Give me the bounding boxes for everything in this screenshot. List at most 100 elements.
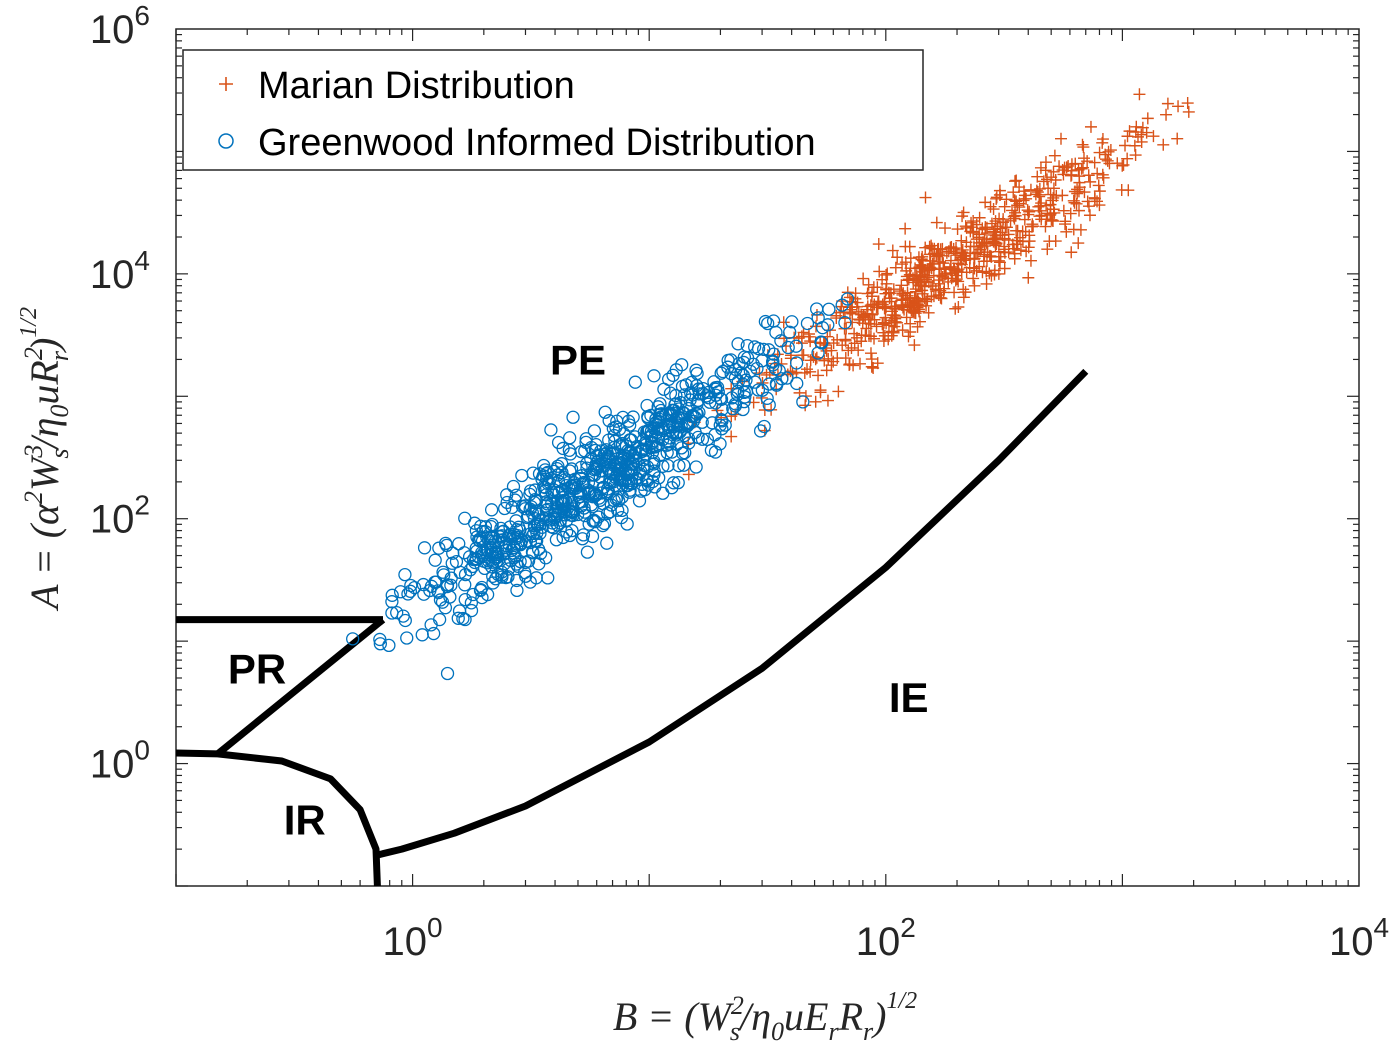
greenwood-point [673, 425, 687, 439]
marian-point [832, 385, 845, 398]
greenwood-point [529, 571, 543, 585]
marian-point [1093, 146, 1106, 159]
marian-point [882, 319, 895, 332]
greenwood-point [519, 534, 534, 548]
greenwood-point [614, 510, 629, 525]
marian-point [988, 223, 1001, 236]
marian-point [888, 320, 901, 333]
greenwood-point [679, 416, 694, 430]
greenwood-point [544, 423, 558, 437]
greenwood-point [547, 512, 561, 527]
greenwood-point [477, 561, 492, 576]
greenwood-point [582, 517, 596, 531]
marian-point [1082, 200, 1095, 213]
greenwood-point [556, 530, 570, 545]
greenwood-point [684, 386, 698, 400]
greenwood-point [435, 595, 450, 609]
marian-point [818, 354, 831, 367]
greenwood-point [681, 432, 696, 446]
greenwood-point [708, 382, 723, 396]
greenwood-point [647, 457, 661, 471]
marian-point [1141, 112, 1154, 125]
marian-point [1123, 125, 1136, 138]
series-greenwood [346, 292, 855, 681]
marian-point [1181, 97, 1194, 110]
marian-point [965, 216, 978, 229]
marian-point [957, 291, 970, 304]
greenwood-point [811, 311, 825, 325]
marian-point [942, 275, 955, 288]
x-tick-label: 104 [1329, 912, 1389, 964]
greenwood-point [432, 612, 447, 627]
greenwood-point [382, 638, 396, 653]
marian-point [899, 222, 912, 235]
greenwood-point [580, 461, 594, 475]
marian-point [843, 358, 856, 371]
greenwood-point [638, 448, 653, 462]
greenwood-point [738, 390, 752, 404]
marian-point [1024, 254, 1037, 267]
x-axis-label: B = (W2 s/η0uErRr)1/2 [613, 988, 917, 1046]
marian-point [871, 281, 884, 294]
greenwood-point [737, 355, 751, 370]
greenwood-point [478, 520, 493, 534]
greenwood-point [469, 524, 484, 538]
greenwood-point [527, 526, 541, 541]
marian-point [932, 277, 945, 290]
greenwood-point [578, 505, 592, 519]
marian-point [799, 399, 812, 412]
greenwood-point [639, 443, 653, 457]
marian-point [992, 245, 1005, 258]
greenwood-point [780, 371, 794, 385]
greenwood-point [523, 502, 537, 516]
greenwood-point [563, 528, 577, 543]
marian-point [1023, 235, 1036, 248]
marian-point [976, 266, 989, 279]
greenwood-point [748, 375, 762, 389]
marian-point [937, 257, 950, 270]
marian-point [865, 353, 878, 366]
greenwood-point [526, 466, 540, 480]
region-label-pr: PR [228, 645, 286, 692]
marian-point [973, 211, 986, 224]
marian-point [725, 430, 738, 443]
greenwood-point [403, 584, 418, 598]
greenwood-point [486, 569, 500, 584]
marian-point [1076, 138, 1089, 151]
marian-point [877, 335, 890, 348]
greenwood-point [586, 514, 600, 528]
marian-point [1048, 149, 1061, 162]
marian-point [908, 339, 921, 352]
marian-point [756, 376, 769, 389]
greenwood-point [672, 459, 686, 473]
greenwood-point [632, 494, 647, 508]
greenwood-point [428, 553, 442, 567]
greenwood-point [416, 577, 431, 592]
greenwood-point [721, 360, 735, 374]
greenwood-point [463, 563, 477, 577]
marian-point [955, 266, 968, 279]
marian-point [876, 318, 889, 331]
greenwood-point [710, 380, 725, 395]
marian-point [1119, 139, 1131, 152]
greenwood-point [652, 471, 666, 485]
greenwood-point [512, 520, 526, 534]
marian-point [1161, 97, 1174, 110]
marian-point [992, 267, 1005, 280]
greenwood-point [431, 584, 445, 598]
y-tick-label: 102 [90, 490, 150, 542]
greenwood-point [628, 375, 642, 389]
greenwood-point [603, 505, 617, 519]
marian-point [1033, 188, 1046, 201]
greenwood-point [581, 475, 596, 490]
marian-point [901, 274, 914, 287]
greenwood-point [660, 438, 674, 452]
marian-point [1010, 234, 1023, 247]
marian-point [682, 468, 695, 481]
greenwood-point [346, 632, 360, 646]
marian-point [1046, 194, 1059, 207]
marian-point [871, 301, 884, 314]
greenwood-point [385, 606, 399, 620]
marian-point [864, 347, 877, 360]
greenwood-point [451, 611, 465, 625]
